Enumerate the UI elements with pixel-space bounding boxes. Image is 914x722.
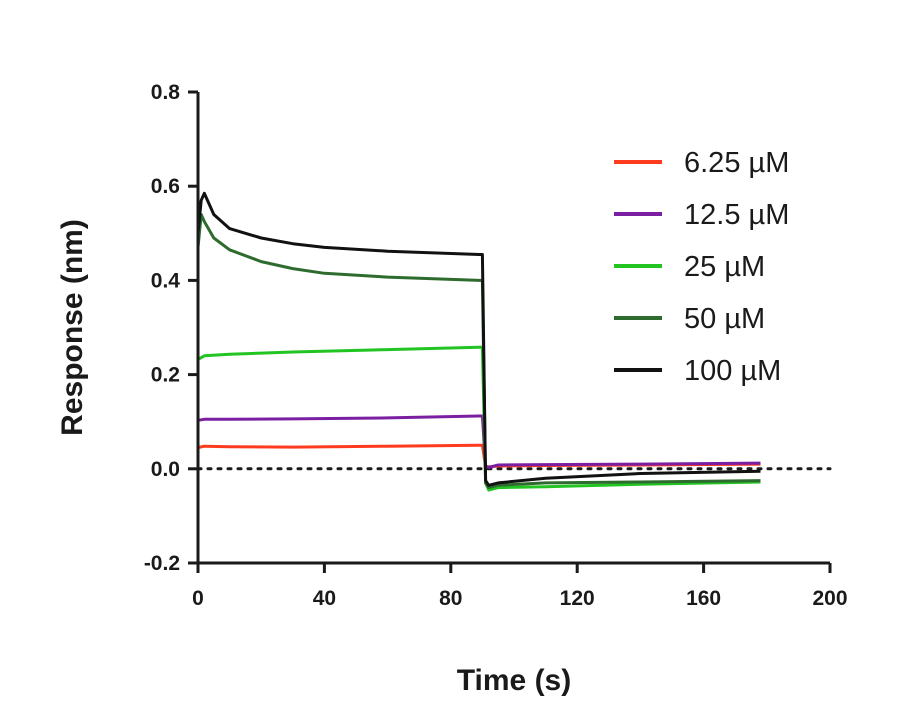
x-tick-label: 40 bbox=[313, 587, 336, 610]
plot-area bbox=[196, 191, 832, 492]
legend: 6.25 µM 12.5 µM 25 µM 50 µM 100 µM bbox=[614, 147, 789, 387]
y-tick-label: 0.8 bbox=[151, 81, 181, 104]
series-line-1 bbox=[197, 414, 761, 469]
x-tick-label: 160 bbox=[686, 587, 721, 610]
y-tick-label: 0.2 bbox=[151, 364, 180, 387]
x-tick-label: 80 bbox=[439, 587, 462, 610]
legend-label: 100 µM bbox=[684, 355, 781, 387]
y-tick-label: 0.6 bbox=[151, 175, 180, 198]
legend-label: 12.5 µM bbox=[684, 199, 789, 231]
axes: -0.2 0.0 0.2 0.4 0.6 0.8 0 40 80 120 160 200 bbox=[144, 81, 848, 610]
legend-label: 6.25 µM bbox=[684, 147, 789, 179]
y-axis-title: Response (nm) bbox=[56, 219, 89, 436]
legend-label: 25 µM bbox=[684, 251, 765, 283]
y-tick-label: 0.4 bbox=[151, 269, 181, 292]
x-tick-label: 200 bbox=[812, 587, 847, 610]
series-line-4 bbox=[196, 191, 761, 487]
y-tick-label: -0.2 bbox=[144, 552, 180, 575]
series-line-3 bbox=[196, 213, 761, 490]
x-tick-label: 120 bbox=[560, 587, 595, 610]
x-tick-label: 0 bbox=[192, 587, 204, 610]
y-tick-label: 0.0 bbox=[151, 458, 180, 481]
legend-label: 50 µM bbox=[684, 303, 765, 335]
x-axis-title: Time (s) bbox=[457, 664, 571, 697]
